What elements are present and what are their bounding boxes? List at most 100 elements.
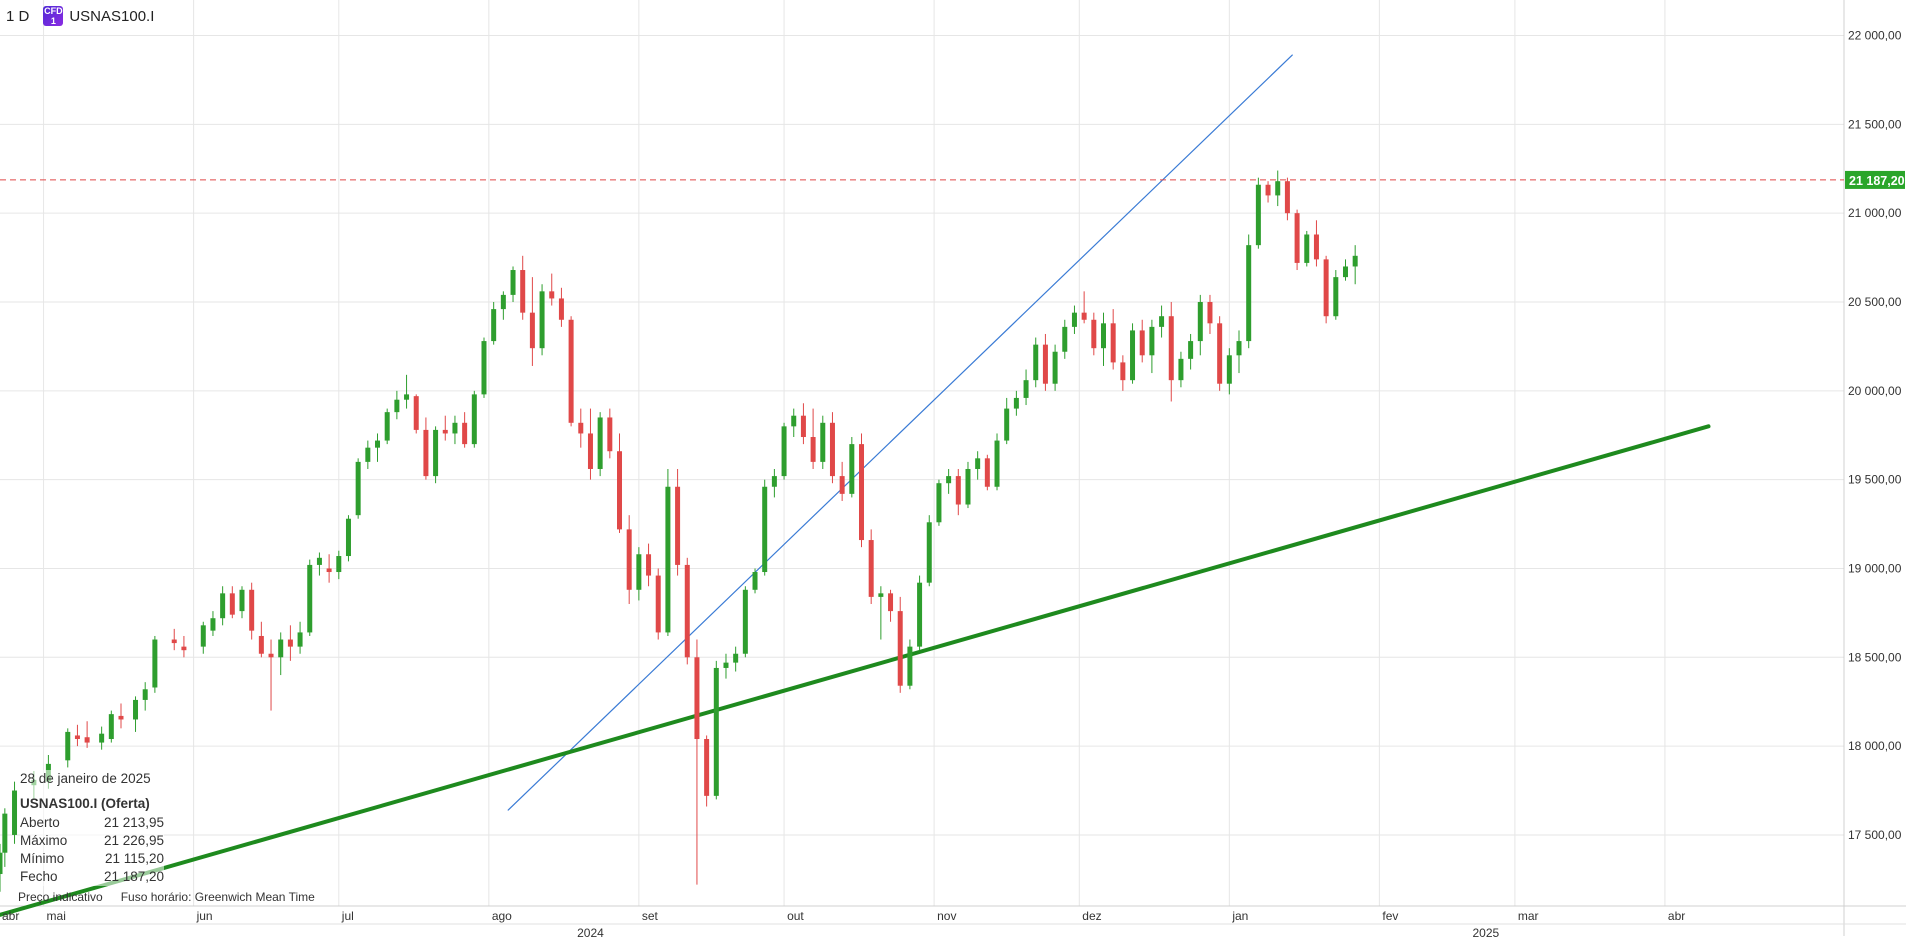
candle	[181, 635, 187, 658]
x-tick-label: nov	[937, 909, 956, 923]
candle-body	[1023, 380, 1029, 398]
candle	[684, 557, 690, 665]
candle-body	[1100, 323, 1106, 349]
candle-body	[118, 715, 124, 720]
candle	[365, 440, 371, 469]
candle-body	[404, 394, 410, 400]
y-tick-label: 21 500,00	[1848, 117, 1902, 131]
candle	[994, 433, 1000, 491]
candle-body	[384, 412, 390, 441]
candle	[936, 479, 942, 526]
candle-body	[462, 422, 468, 445]
candle-body	[1207, 302, 1213, 324]
candle	[118, 703, 124, 729]
candle-body	[587, 433, 593, 469]
candle-body	[742, 589, 748, 654]
candle	[452, 415, 458, 445]
candle-body	[1265, 184, 1271, 196]
candle-body	[878, 593, 884, 597]
candle	[800, 403, 806, 445]
x-tick-label: jul	[341, 909, 354, 923]
candle	[171, 628, 177, 651]
candle-body	[713, 667, 719, 796]
candle-body	[829, 422, 835, 477]
candle	[2, 808, 8, 867]
y-tick-label: 21 000,00	[1848, 206, 1902, 220]
candle	[771, 468, 777, 498]
candle-body	[152, 639, 158, 688]
candle-body	[1178, 358, 1184, 381]
candle	[239, 586, 245, 619]
candle	[345, 515, 351, 562]
candle-body	[1149, 326, 1155, 356]
candle-body	[636, 554, 642, 590]
y-tick-label: 20 500,00	[1848, 295, 1902, 309]
candle	[500, 291, 506, 320]
candle	[1052, 344, 1058, 391]
x-tick-label: abr	[1668, 909, 1685, 923]
candle	[984, 454, 990, 491]
candle	[200, 621, 206, 654]
candle-body	[65, 731, 71, 761]
candle	[868, 529, 874, 604]
candle-body	[626, 529, 632, 590]
candle-body	[1052, 351, 1058, 384]
candle-body	[74, 735, 80, 740]
candle-body	[258, 635, 264, 654]
candle	[1033, 337, 1039, 388]
candle-body	[1333, 277, 1339, 317]
candle-body	[394, 399, 400, 413]
candle-body	[655, 575, 661, 633]
candle-body	[249, 589, 255, 631]
candle-body	[1197, 302, 1203, 342]
candle	[99, 726, 105, 750]
trendlines[interactable]	[0, 54, 1711, 917]
info-row-open: Aberto 21 213,95	[20, 815, 164, 830]
candle	[307, 559, 313, 636]
timeframe-selector[interactable]: 1 D	[6, 7, 30, 25]
y-tick-label: 22 000,00	[1848, 29, 1902, 43]
x-tick-label: mai	[47, 909, 66, 923]
candle	[462, 412, 468, 448]
candle-body	[1168, 316, 1174, 381]
candle-body	[1071, 312, 1077, 327]
candle-body	[423, 429, 429, 477]
symbol[interactable]: CFD 1 USNAS100.I	[43, 6, 154, 26]
candle-body	[1304, 234, 1310, 263]
candle	[587, 408, 593, 480]
candle-body	[365, 447, 371, 462]
candle	[442, 415, 448, 441]
y-tick-label: 17 500,00	[1848, 828, 1902, 842]
candle-body	[917, 582, 923, 647]
candle-body	[326, 568, 332, 573]
candle-body	[1013, 397, 1019, 409]
candle-body	[500, 294, 506, 310]
candle	[675, 468, 681, 576]
candle-body	[800, 415, 806, 438]
candle	[762, 479, 768, 576]
candle-body	[200, 625, 206, 647]
candle-body	[210, 618, 216, 631]
info-row-high: Máximo 21 226,95	[20, 833, 164, 848]
candle-body	[481, 341, 487, 395]
x-tick-label: out	[787, 909, 804, 923]
candle-body	[529, 312, 535, 349]
candle-body	[307, 564, 313, 633]
candle	[723, 653, 729, 679]
candle-body	[229, 593, 235, 615]
candle	[1333, 270, 1339, 320]
candle	[1071, 305, 1077, 334]
candle-body	[888, 593, 894, 612]
candle	[297, 621, 303, 654]
candle	[1226, 348, 1232, 395]
candle-body	[578, 422, 584, 434]
info-date: 28 de janeiro de 2025	[20, 771, 151, 786]
candle	[1275, 170, 1281, 207]
candle	[510, 266, 516, 302]
candle-body	[108, 714, 114, 740]
candle	[752, 568, 758, 594]
candle-body	[771, 476, 777, 487]
candle	[491, 302, 497, 345]
candle-body	[1255, 184, 1261, 246]
